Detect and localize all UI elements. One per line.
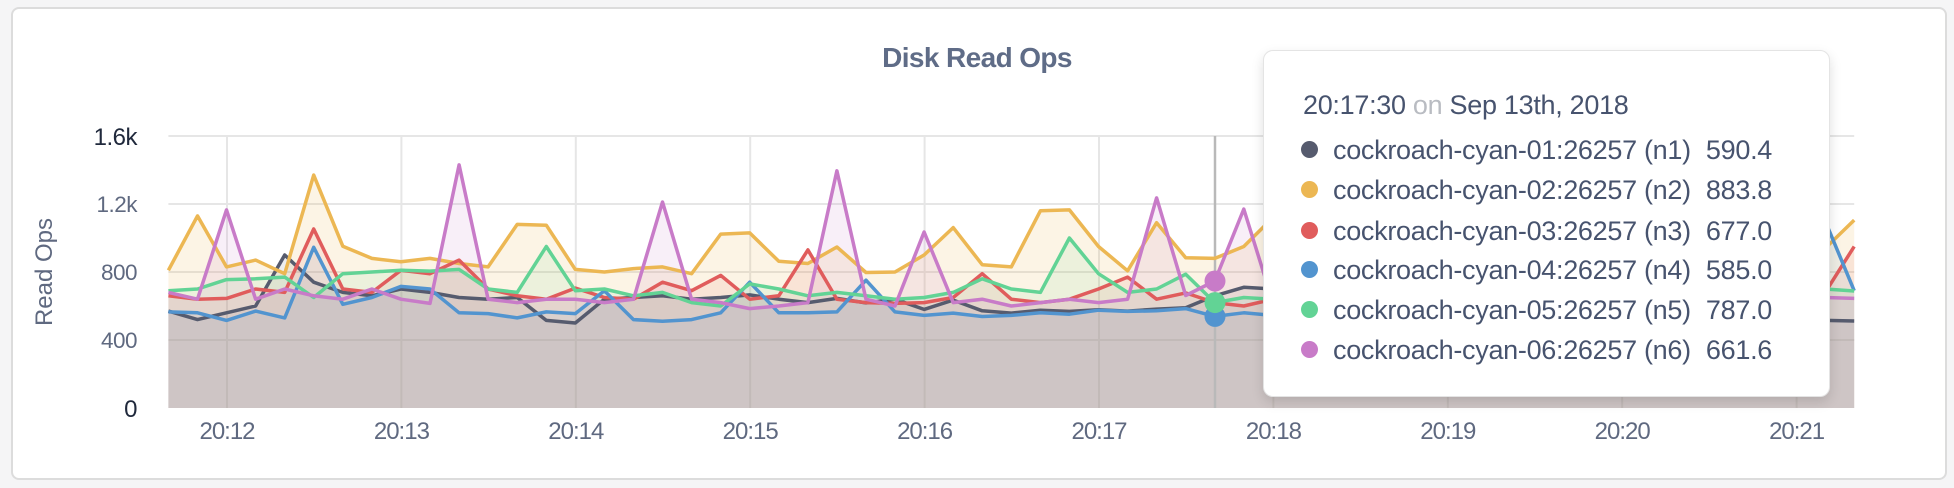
- svg-text:800: 800: [101, 260, 137, 285]
- svg-text:400: 400: [101, 328, 137, 353]
- svg-text:Read Ops: Read Ops: [31, 218, 58, 326]
- svg-text:20:13: 20:13: [374, 418, 430, 445]
- svg-text:20:18: 20:18: [1246, 418, 1302, 445]
- svg-text:20:17: 20:17: [1071, 418, 1127, 445]
- svg-text:20:16: 20:16: [897, 418, 953, 445]
- svg-text:20:19: 20:19: [1420, 418, 1476, 445]
- svg-text:20:15: 20:15: [723, 418, 779, 445]
- svg-text:20:21: 20:21: [1769, 418, 1825, 445]
- svg-text:20:12: 20:12: [199, 418, 255, 445]
- svg-text:20:20: 20:20: [1595, 418, 1651, 445]
- svg-text:20:14: 20:14: [548, 418, 604, 445]
- svg-text:1.6k: 1.6k: [94, 124, 139, 151]
- svg-text:1.2k: 1.2k: [96, 192, 138, 217]
- svg-text:0: 0: [124, 396, 137, 423]
